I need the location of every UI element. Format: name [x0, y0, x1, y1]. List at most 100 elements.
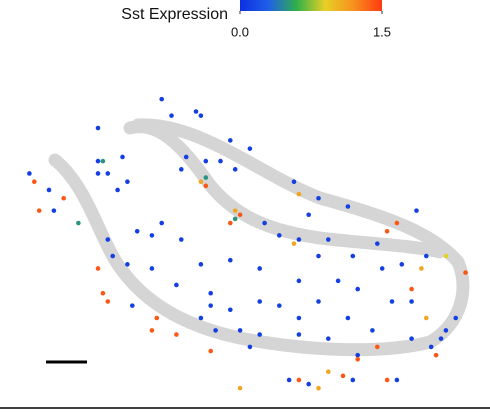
- cell-point: [120, 154, 125, 160]
- cell-point: [193, 109, 199, 114]
- cell-point: [46, 187, 52, 193]
- cell-point: [218, 158, 223, 164]
- cell-point: [262, 220, 267, 226]
- cell-point: [306, 381, 312, 387]
- tissue-background: [48, 118, 470, 357]
- cell-point: [232, 216, 238, 222]
- cell-point: [100, 158, 106, 164]
- cell-point: [384, 377, 390, 383]
- cell-point: [424, 253, 429, 259]
- cell-point: [179, 237, 184, 242]
- cell-point: [350, 377, 356, 383]
- cell-point: [125, 262, 130, 267]
- cell-point: [394, 220, 400, 226]
- cell-point: [179, 167, 184, 172]
- cell-point: [277, 233, 282, 238]
- cell-point: [105, 237, 111, 242]
- tissue-band-outer: [48, 118, 470, 357]
- cell-point: [198, 113, 204, 118]
- cell-point: [198, 315, 204, 321]
- cell-point: [257, 332, 263, 337]
- colorbar-tick-label: 1.5: [373, 24, 391, 39]
- cell-point: [463, 270, 468, 275]
- cell-point: [428, 344, 434, 350]
- cell-point: [296, 237, 302, 242]
- cell-point: [296, 332, 302, 337]
- cell-point: [345, 315, 351, 321]
- cell-point: [316, 253, 321, 259]
- cell-point: [149, 266, 155, 271]
- cell-point: [296, 191, 302, 197]
- colorbar-tick-label: 0.0: [231, 24, 249, 39]
- cell-point: [453, 315, 459, 321]
- cell-point: [409, 336, 414, 341]
- cell-point: [419, 266, 424, 271]
- cell-point: [228, 307, 233, 313]
- cell-point: [384, 228, 390, 234]
- cell-point: [237, 212, 243, 218]
- cell-point: [257, 266, 263, 271]
- cell-point: [95, 125, 101, 131]
- cell-point: [159, 220, 164, 226]
- cell-point: [110, 253, 115, 259]
- cell-point: [433, 352, 439, 358]
- cell-point: [232, 208, 238, 213]
- cell-point: [335, 278, 341, 284]
- cell-point: [134, 228, 140, 234]
- cell-point: [174, 282, 179, 288]
- cell-point: [370, 328, 375, 333]
- cell-point: [296, 278, 302, 284]
- cell-point: [424, 315, 429, 321]
- cell-point: [414, 208, 419, 213]
- cell-point: [296, 377, 302, 383]
- cell-point: [326, 336, 331, 341]
- cell-point: [316, 195, 321, 201]
- cell-point: [232, 167, 238, 172]
- cell-point: [228, 138, 233, 143]
- cell-point: [32, 179, 37, 185]
- cell-point: [208, 290, 213, 296]
- cell-point: [198, 262, 204, 267]
- colorbar-ticks: 0.0 1.5: [231, 11, 391, 39]
- cell-point: [27, 171, 32, 176]
- cell-point: [228, 220, 233, 226]
- cell-point: [340, 373, 346, 379]
- cell-point: [277, 303, 282, 308]
- cell-point: [154, 315, 160, 321]
- cell-point: [291, 241, 297, 246]
- cell-point: [95, 266, 101, 271]
- cell-point: [247, 146, 253, 151]
- cell-point: [389, 299, 395, 304]
- cell-point: [394, 377, 400, 383]
- cell-point: [399, 262, 405, 267]
- cell-point: [237, 385, 243, 391]
- cell-point: [125, 179, 130, 185]
- cell-point: [95, 158, 101, 164]
- cell-point: [286, 377, 292, 383]
- cell-point: [350, 253, 356, 259]
- cell-point: [105, 299, 111, 304]
- cell-point: [296, 315, 302, 321]
- cell-point: [228, 257, 233, 263]
- cell-point: [105, 171, 111, 176]
- tissue-band-inner: [123, 120, 447, 259]
- cell-point: [355, 286, 361, 292]
- cell-point: [443, 253, 449, 259]
- cell-point: [203, 158, 209, 164]
- cell-point: [306, 212, 312, 218]
- colorbar-label: Sst Expression: [121, 6, 228, 23]
- cell-point: [95, 171, 101, 176]
- cell-point: [326, 237, 331, 242]
- cell-point: [355, 357, 361, 362]
- cell-point: [198, 179, 204, 185]
- cell-point: [130, 303, 135, 308]
- cell-point: [326, 369, 331, 375]
- cell-point: [375, 344, 380, 350]
- cell-point: [379, 266, 385, 271]
- cell-point: [316, 299, 321, 304]
- cell-point: [257, 299, 263, 304]
- colorbar: [240, 0, 382, 11]
- cell-point: [174, 332, 179, 337]
